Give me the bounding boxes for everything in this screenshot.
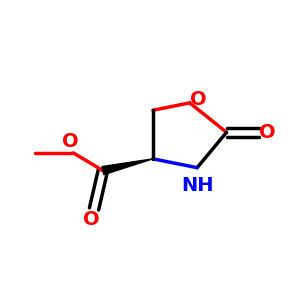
Text: O: O bbox=[190, 90, 207, 110]
Text: O: O bbox=[62, 132, 79, 151]
Text: NH: NH bbox=[181, 176, 213, 195]
Text: O: O bbox=[83, 210, 99, 229]
Polygon shape bbox=[102, 159, 153, 175]
Text: O: O bbox=[260, 123, 276, 142]
